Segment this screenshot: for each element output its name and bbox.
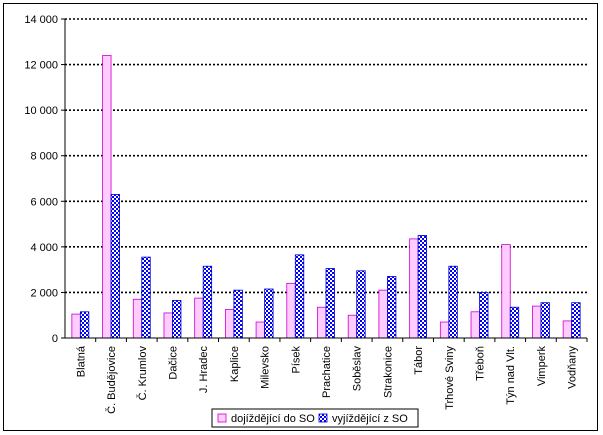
bar-dojizdejici-10: [378, 289, 388, 339]
bar-vyjizdejici-16: [571, 302, 581, 339]
x-tick-label: Tábor: [413, 346, 425, 375]
bar-vyjizdejici-7: [294, 254, 305, 339]
bar-vyjizdejici-13: [479, 292, 489, 339]
legend-swatch: [217, 413, 227, 423]
bar-dojizdejici-7: [286, 282, 296, 339]
bar-vyjizdejici-1: [110, 194, 120, 339]
y-tick-label: 4 000: [30, 242, 58, 254]
legend-box: [211, 408, 419, 428]
bar-dojizdejici-3: [163, 312, 173, 339]
bar-dojizdejici-12: [439, 321, 450, 339]
y-axis-ticks: 0 2 000 4 000 6 000 8 000 10 000 12 000 14 000: [24, 14, 65, 345]
bar-dojizdejici-0: [71, 313, 81, 339]
x-tick-label: J. Hradec: [198, 346, 210, 394]
x-tick-label: Týn nad Vlt.: [505, 346, 517, 405]
y-tick-label: 6 000: [30, 196, 58, 208]
y-tick-label: 0: [52, 333, 58, 345]
x-tick-label: Kaplice: [229, 346, 241, 382]
bar-dojizdejici-16: [562, 320, 573, 339]
x-tick-label: Vodňany: [567, 346, 579, 389]
x-tick-label: Vimperk: [536, 346, 548, 387]
x-tick-label: Písek: [290, 346, 302, 374]
bar-vyjizdejici-0: [79, 311, 90, 339]
legend-label: dojíždějící do SO: [231, 413, 315, 425]
x-tick-label: Č. Budějovice: [105, 346, 118, 414]
y-tick-label: 8 000: [30, 151, 58, 163]
bar-dojizdejici-6: [255, 321, 265, 339]
x-tick-label: Soběslav: [352, 346, 364, 392]
bar-dojizdejici-13: [470, 311, 480, 339]
y-tick-label: 10 000: [24, 105, 58, 117]
x-axis-labels: Blatná Č. Budějovice Č. Krumlov Dačice J. Hr…: [75, 345, 578, 414]
x-tick-label: Dačice: [167, 346, 179, 380]
bar-dojizdejici-2: [132, 298, 143, 339]
bar-dojizdejici-9: [347, 314, 358, 339]
bar-dojizdejici-11: [409, 238, 419, 339]
x-tick-label: Strakonice: [382, 346, 394, 398]
bar-vyjizdejici-8: [325, 268, 335, 339]
bar-vyjizdejici-4: [202, 265, 213, 339]
bars: [71, 55, 581, 339]
bar-vyjizdejici-9: [356, 270, 366, 339]
bar-vyjizdejici-10: [387, 276, 397, 339]
bar-dojizdejici-15: [532, 305, 542, 339]
bar-vyjizdejici-14: [509, 306, 520, 339]
legend-label: vyjíždějící z SO: [332, 413, 408, 425]
y-tick-label: 14 000: [24, 14, 58, 26]
bar-vyjizdejici-15: [540, 302, 550, 339]
bar-vyjizdejici-2: [141, 256, 151, 339]
legend: dojíždějící do SO vyjíždějící z SO: [211, 408, 419, 428]
bar-dojizdejici-5: [224, 309, 235, 339]
y-tick-label: 12 000: [24, 60, 58, 72]
bar-vyjizdejici-6: [264, 288, 274, 339]
bar-dojizdejici-14: [501, 244, 511, 339]
x-tick-label: Trhové Sviny: [444, 346, 456, 410]
x-tick-label: Blatná: [75, 345, 87, 377]
bar-dojizdejici-1: [102, 55, 112, 339]
x-tick-label: Č. Krumlov: [136, 346, 149, 401]
axes: [64, 19, 588, 342]
bar-vyjizdejici-5: [233, 289, 243, 339]
x-tick-label: Třeboň: [475, 346, 487, 381]
y-tick-label: 2 000: [30, 287, 58, 299]
x-tick-label: Prachatice: [321, 346, 333, 398]
bar-vyjizdejici-3: [172, 300, 182, 339]
bar-dojizdejici-8: [317, 306, 327, 339]
bar-dojizdejici-4: [194, 297, 204, 339]
legend-swatch: [318, 413, 328, 423]
x-tick-label: Milevsko: [260, 346, 272, 389]
bar-vyjizdejici-11: [417, 235, 428, 339]
bar-vyjizdejici-12: [448, 265, 458, 339]
